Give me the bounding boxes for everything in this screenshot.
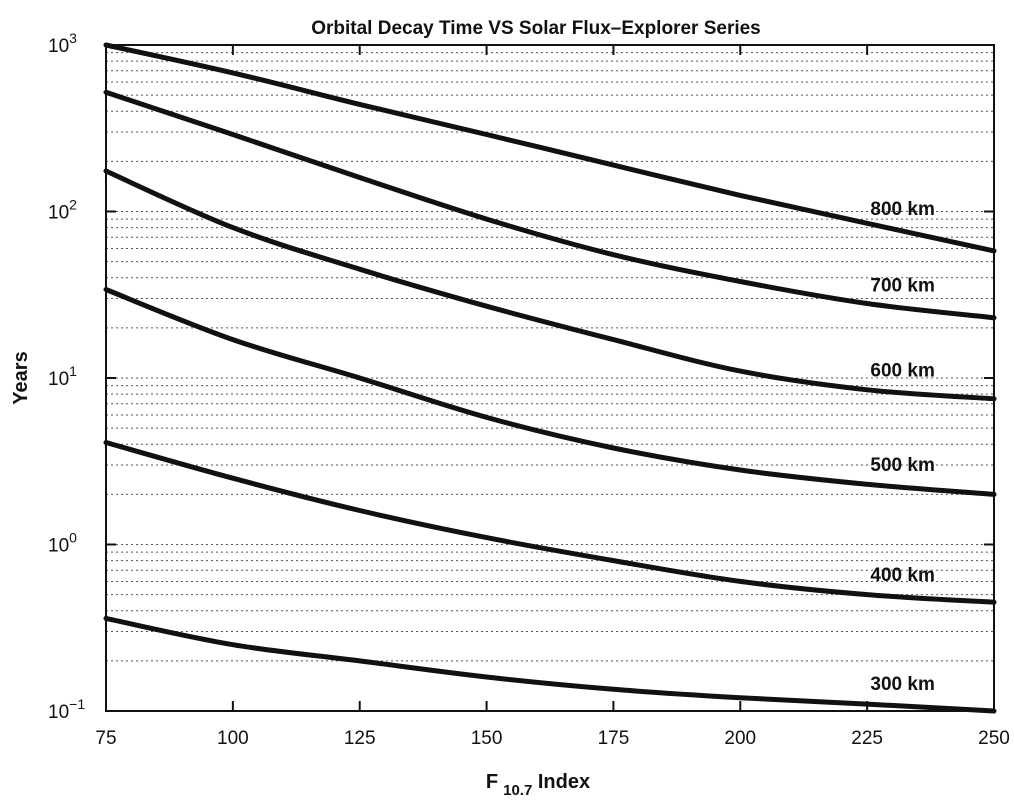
series-line	[103, 168, 997, 402]
x-tick-label: 125	[344, 728, 376, 749]
y-axis-label: Years	[10, 351, 32, 404]
series-label: 600 km	[870, 360, 934, 381]
x-tick-label: 75	[95, 728, 116, 749]
x-tick-label: 100	[217, 728, 249, 749]
y-tick-label: 103	[48, 30, 77, 57]
x-axis-label-main: F	[486, 771, 498, 793]
series-label: 500 km	[870, 455, 934, 476]
series-label: 300 km	[870, 674, 934, 695]
series-line	[103, 42, 997, 254]
x-axis-label-tail: Index	[532, 771, 590, 793]
series-line	[103, 615, 997, 714]
series-line	[103, 287, 997, 497]
y-tick-label: 102	[48, 197, 77, 224]
series-line	[103, 440, 997, 605]
x-tick-label: 225	[851, 728, 883, 749]
x-tick-label: 175	[598, 728, 630, 749]
series-label: 700 km	[870, 276, 934, 297]
y-tick-label: 101	[48, 363, 77, 390]
x-axis-label-sub: 10.7	[503, 782, 532, 799]
series-lines	[103, 42, 997, 714]
x-tick-label: 200	[724, 728, 756, 749]
plot-frame	[105, 44, 995, 712]
series-labels: 800 km 700 km 600 km 500 km 400 km 300 km	[870, 199, 934, 695]
series-label: 800 km	[870, 199, 934, 220]
chart-title: Orbital Decay Time VS Solar Flux–Explore…	[311, 18, 761, 39]
y-tick-label: 10−1	[48, 696, 85, 723]
x-tick-labels: 75 100 125 150 175 200 225 250	[95, 728, 1009, 749]
axis-ticks	[105, 44, 995, 712]
y-tick-labels: 10−1 100 101 102 103	[48, 30, 85, 723]
grid	[106, 52, 994, 662]
series-label: 400 km	[870, 565, 934, 586]
x-tick-label: 250	[978, 728, 1010, 749]
series-line	[103, 89, 997, 321]
x-tick-label: 150	[471, 728, 503, 749]
x-axis-label: F 10.7 Index	[486, 771, 590, 799]
y-tick-label: 100	[48, 530, 77, 557]
